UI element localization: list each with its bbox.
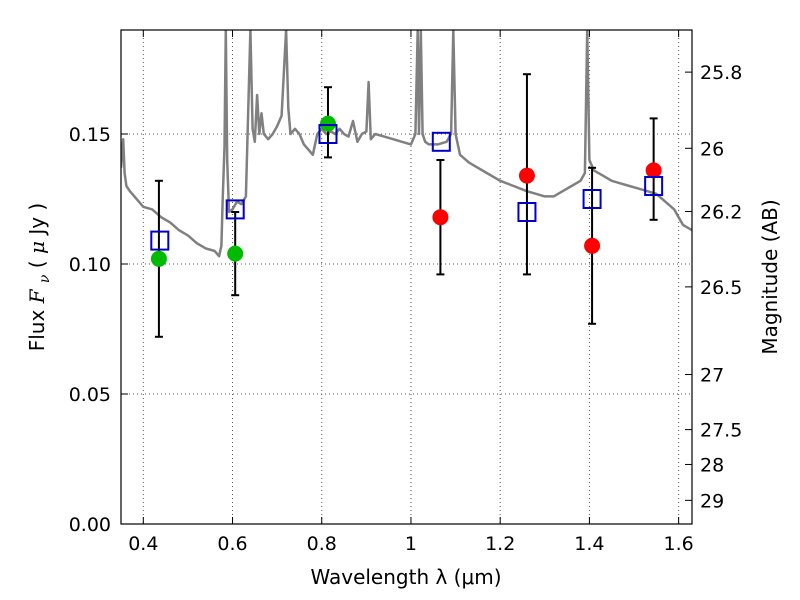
- y-axis-label: Flux F ν ( μ Jy ): [25, 203, 54, 352]
- x-tick-label: 0.4: [128, 533, 158, 555]
- y2-tick-label: 27: [700, 365, 724, 387]
- y-axis-label-symbol: F: [25, 288, 49, 304]
- x-tick-label: 1.6: [664, 533, 694, 555]
- observed-point-red: [584, 237, 601, 254]
- observed-point-red: [432, 209, 449, 226]
- y2-axis-label: Magnitude (AB): [758, 199, 782, 354]
- model-spectrum-line: [121, 30, 692, 258]
- y2-tick-label: 26.5: [700, 277, 742, 299]
- model-flux-box: [318, 124, 338, 144]
- model-flux-box: [150, 230, 170, 251]
- observed-point-green: [150, 250, 167, 267]
- observed-point-green: [319, 115, 336, 132]
- model-flux-box: [225, 199, 245, 220]
- y2-tick-label: 28: [700, 454, 724, 476]
- x-tick-label: 0.6: [217, 533, 247, 555]
- model-flux-box: [582, 189, 602, 209]
- model-flux-box: [431, 131, 451, 152]
- y-axis-label-flux: Flux: [25, 303, 49, 351]
- x-tick-label: 0.8: [307, 533, 337, 555]
- x-tick-label: 1.4: [574, 533, 604, 555]
- x-axis-label: Wavelength λ (μm): [310, 565, 501, 589]
- axis-ticks: 0.4 0.6 0.8 1 1.2 1.4 1.6 0.00 0.05 0.10 0.15 25.8 2…: [69, 30, 742, 555]
- observed-point-green: [227, 245, 244, 262]
- model-flux-box: [644, 176, 664, 196]
- x-tick-label: 1.2: [485, 533, 515, 555]
- y-axis-label-open: (: [25, 254, 49, 268]
- x-tick-label: 1: [405, 533, 417, 555]
- observed-point-red: [518, 167, 535, 184]
- y-axis-label-subscript: ν: [37, 274, 53, 283]
- y2-tick-label: 25.8: [700, 62, 742, 84]
- data-points: [150, 73, 664, 338]
- y2-tick-label: 27.5: [700, 420, 742, 442]
- observed-point-red: [645, 162, 662, 179]
- plot-frame: [120, 29, 693, 525]
- model-spectrum: [121, 30, 692, 258]
- y-tick-label: 0.00: [69, 514, 111, 536]
- grid: [121, 30, 692, 525]
- y-axis-label-mu: μ: [25, 241, 49, 254]
- y-tick-label: 0.05: [69, 384, 111, 406]
- y2-tick-label: 26: [700, 138, 724, 160]
- y-axis-label-unit: Jy ): [25, 203, 49, 237]
- y2-tick-label: 26.2: [700, 201, 742, 223]
- y-tick-label: 0.15: [69, 124, 111, 146]
- y2-tick-label: 29: [700, 490, 724, 512]
- model-flux-box: [517, 202, 537, 222]
- y-tick-label: 0.10: [69, 254, 111, 276]
